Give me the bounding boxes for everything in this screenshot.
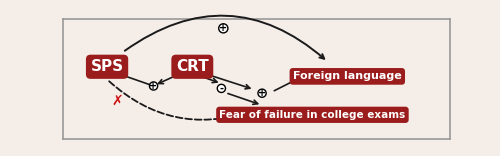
Ellipse shape (218, 84, 226, 93)
Ellipse shape (258, 89, 266, 97)
Text: ✗: ✗ (111, 93, 122, 107)
Text: +: + (219, 23, 228, 33)
Text: CRT: CRT (176, 59, 208, 74)
Text: SPS: SPS (90, 59, 124, 74)
Text: +: + (150, 81, 158, 91)
Text: +: + (258, 88, 266, 98)
Text: -: - (220, 83, 224, 93)
Ellipse shape (218, 24, 228, 33)
Text: Fear of failure in college exams: Fear of failure in college exams (220, 110, 406, 120)
Text: Foreign language: Foreign language (293, 71, 402, 81)
Ellipse shape (150, 82, 158, 90)
